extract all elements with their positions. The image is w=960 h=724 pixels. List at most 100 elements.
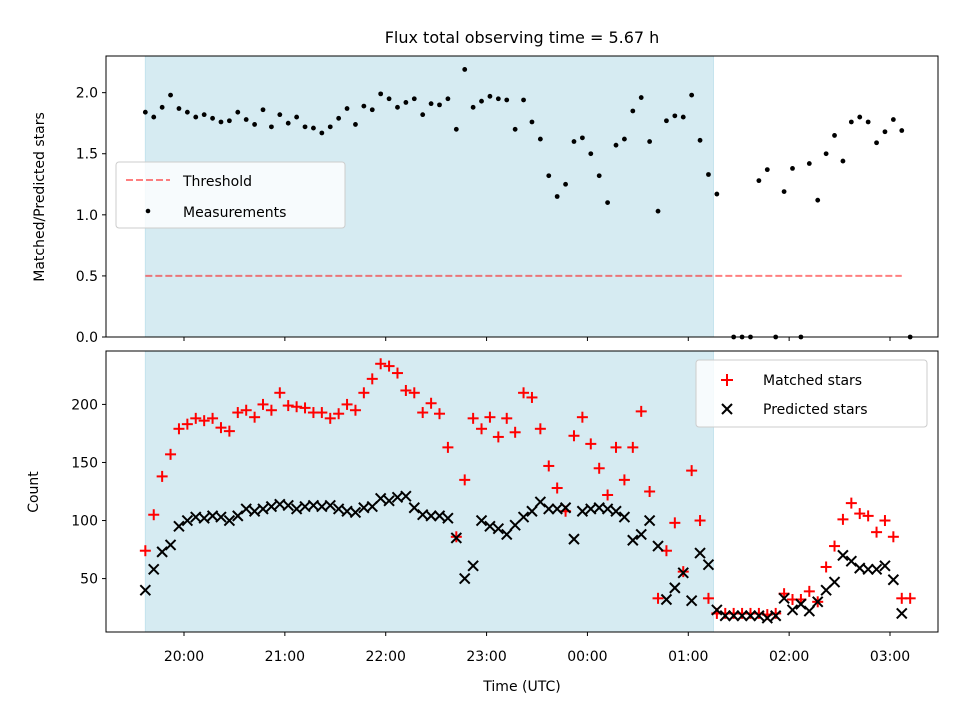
measurement-point-41 — [487, 93, 493, 99]
top-legend: Threshold Measurements — [115, 161, 346, 229]
measurement-point-25 — [353, 122, 358, 127]
predicted-point-86 — [862, 563, 874, 576]
predicted-point-28 — [374, 492, 387, 505]
predicted-point-66 — [694, 547, 706, 559]
matched-point-2 — [156, 470, 168, 482]
x-tick-label-2: 22:00 — [366, 649, 406, 665]
matched-point-40 — [476, 423, 488, 435]
matched-point-54 — [593, 462, 605, 474]
predicted-point-50 — [559, 502, 572, 514]
measurement-point-6 — [193, 114, 199, 120]
legend-threshold-label: Threshold — [182, 174, 252, 190]
matched-point-1 — [148, 509, 160, 521]
predicted-point-47 — [534, 496, 547, 508]
measurement-point-18 — [294, 114, 300, 120]
matched-point-44 — [509, 426, 521, 438]
measurement-point-33 — [420, 112, 426, 118]
matched-point-58 — [627, 441, 639, 453]
predicted-point-4 — [173, 520, 185, 533]
x-tick-label-6: 02:00 — [769, 649, 809, 665]
predicted-point-62 — [660, 593, 673, 606]
measurement-point-5 — [184, 109, 190, 115]
matched-point-81 — [820, 561, 832, 573]
predicted-point-12 — [240, 503, 252, 515]
matched-point-43 — [501, 412, 513, 424]
matched-point-87 — [871, 526, 883, 538]
predicted-point-51 — [568, 533, 580, 545]
measurement-point-81 — [832, 133, 837, 138]
matched-point-6 — [190, 412, 202, 424]
predicted-point-75 — [769, 610, 782, 622]
matched-point-3 — [165, 448, 177, 460]
predicted-point-3 — [164, 539, 177, 551]
measurement-point-76 — [790, 166, 795, 171]
measurement-point-62 — [664, 118, 669, 124]
measurement-point-57 — [622, 136, 627, 142]
measurement-point-15 — [269, 124, 274, 130]
predicted-point-65 — [685, 594, 698, 607]
predicted-point-17 — [282, 499, 294, 512]
matched-point-26 — [358, 387, 370, 399]
matched-point-5 — [181, 418, 193, 430]
top-y-tick-label-2: 1.0 — [76, 208, 98, 224]
predicted-point-11 — [232, 510, 244, 522]
x-tick-label-7: 03:00 — [870, 649, 910, 665]
measurement-point-87 — [882, 129, 888, 135]
measurement-point-75 — [781, 189, 787, 195]
legend-matched-label: Matched stars — [763, 373, 862, 389]
top-y-tick-label-3: 1.5 — [76, 147, 98, 163]
measurement-point-3 — [168, 92, 173, 98]
measurement-point-49 — [554, 194, 560, 199]
measurement-point-86 — [874, 140, 879, 146]
predicted-point-88 — [879, 560, 891, 572]
legend-predicted-label: Predicted stars — [763, 402, 868, 418]
measurement-point-54 — [596, 173, 602, 179]
measurement-point-52 — [579, 135, 585, 141]
measurement-point-42 — [495, 96, 501, 102]
measurement-point-4 — [176, 106, 182, 111]
predicted-point-77 — [786, 604, 799, 616]
measurement-point-50 — [563, 181, 568, 187]
predicted-point-15 — [265, 500, 278, 513]
matched-point-48 — [543, 460, 555, 472]
bottom-plot-frame — [105, 350, 939, 633]
predicted-point-89 — [887, 574, 900, 586]
matched-point-60 — [644, 486, 656, 497]
x-tick-label-1: 21:00 — [265, 649, 305, 665]
measurement-point-45 — [521, 97, 526, 103]
bottom-x-ticks: 20:00 21:00 22:00 23:00 00:00 01:00 02:00 03:00 — [164, 632, 910, 665]
matched-point-21 — [316, 407, 328, 419]
matched-point-51 — [568, 430, 580, 442]
matched-point-32 — [408, 387, 420, 399]
matched-point-45 — [518, 387, 530, 399]
predicted-point-80 — [812, 596, 824, 608]
matched-point-53 — [585, 438, 597, 450]
measurement-point-89 — [899, 128, 905, 133]
measurement-point-31 — [403, 100, 409, 105]
top-y-tick-label-0: 0.0 — [76, 330, 98, 346]
measurement-point-12 — [243, 117, 249, 122]
measurement-point-56 — [613, 142, 619, 148]
predicted-point-39 — [467, 560, 479, 572]
bottom-y-tick-label-0: 50 — [80, 572, 98, 588]
measurement-point-43 — [504, 97, 510, 103]
measurement-point-84 — [857, 114, 863, 120]
matched-point-14 — [257, 398, 269, 410]
matched-point-30 — [391, 367, 403, 379]
measurement-point-7 — [201, 112, 207, 118]
measurement-point-21 — [319, 130, 325, 136]
predicted-point-60 — [643, 514, 656, 527]
x-axis-label: Time (UTC) — [482, 679, 560, 695]
top-y-ticks: 0.0 0.5 1.0 1.5 2.0 — [76, 86, 106, 346]
measurement-point-53 — [588, 151, 594, 157]
matched-point-38 — [459, 474, 471, 486]
predicted-point-25 — [349, 506, 362, 519]
matched-point-65 — [686, 465, 698, 477]
matched-point-16 — [274, 387, 286, 399]
measurement-point-29 — [386, 96, 392, 102]
predicted-point-13 — [248, 505, 261, 517]
measurement-point-16 — [277, 112, 283, 118]
measurement-point-65 — [689, 92, 695, 98]
predicted-point-46 — [526, 505, 538, 517]
matched-point-10 — [223, 425, 235, 437]
